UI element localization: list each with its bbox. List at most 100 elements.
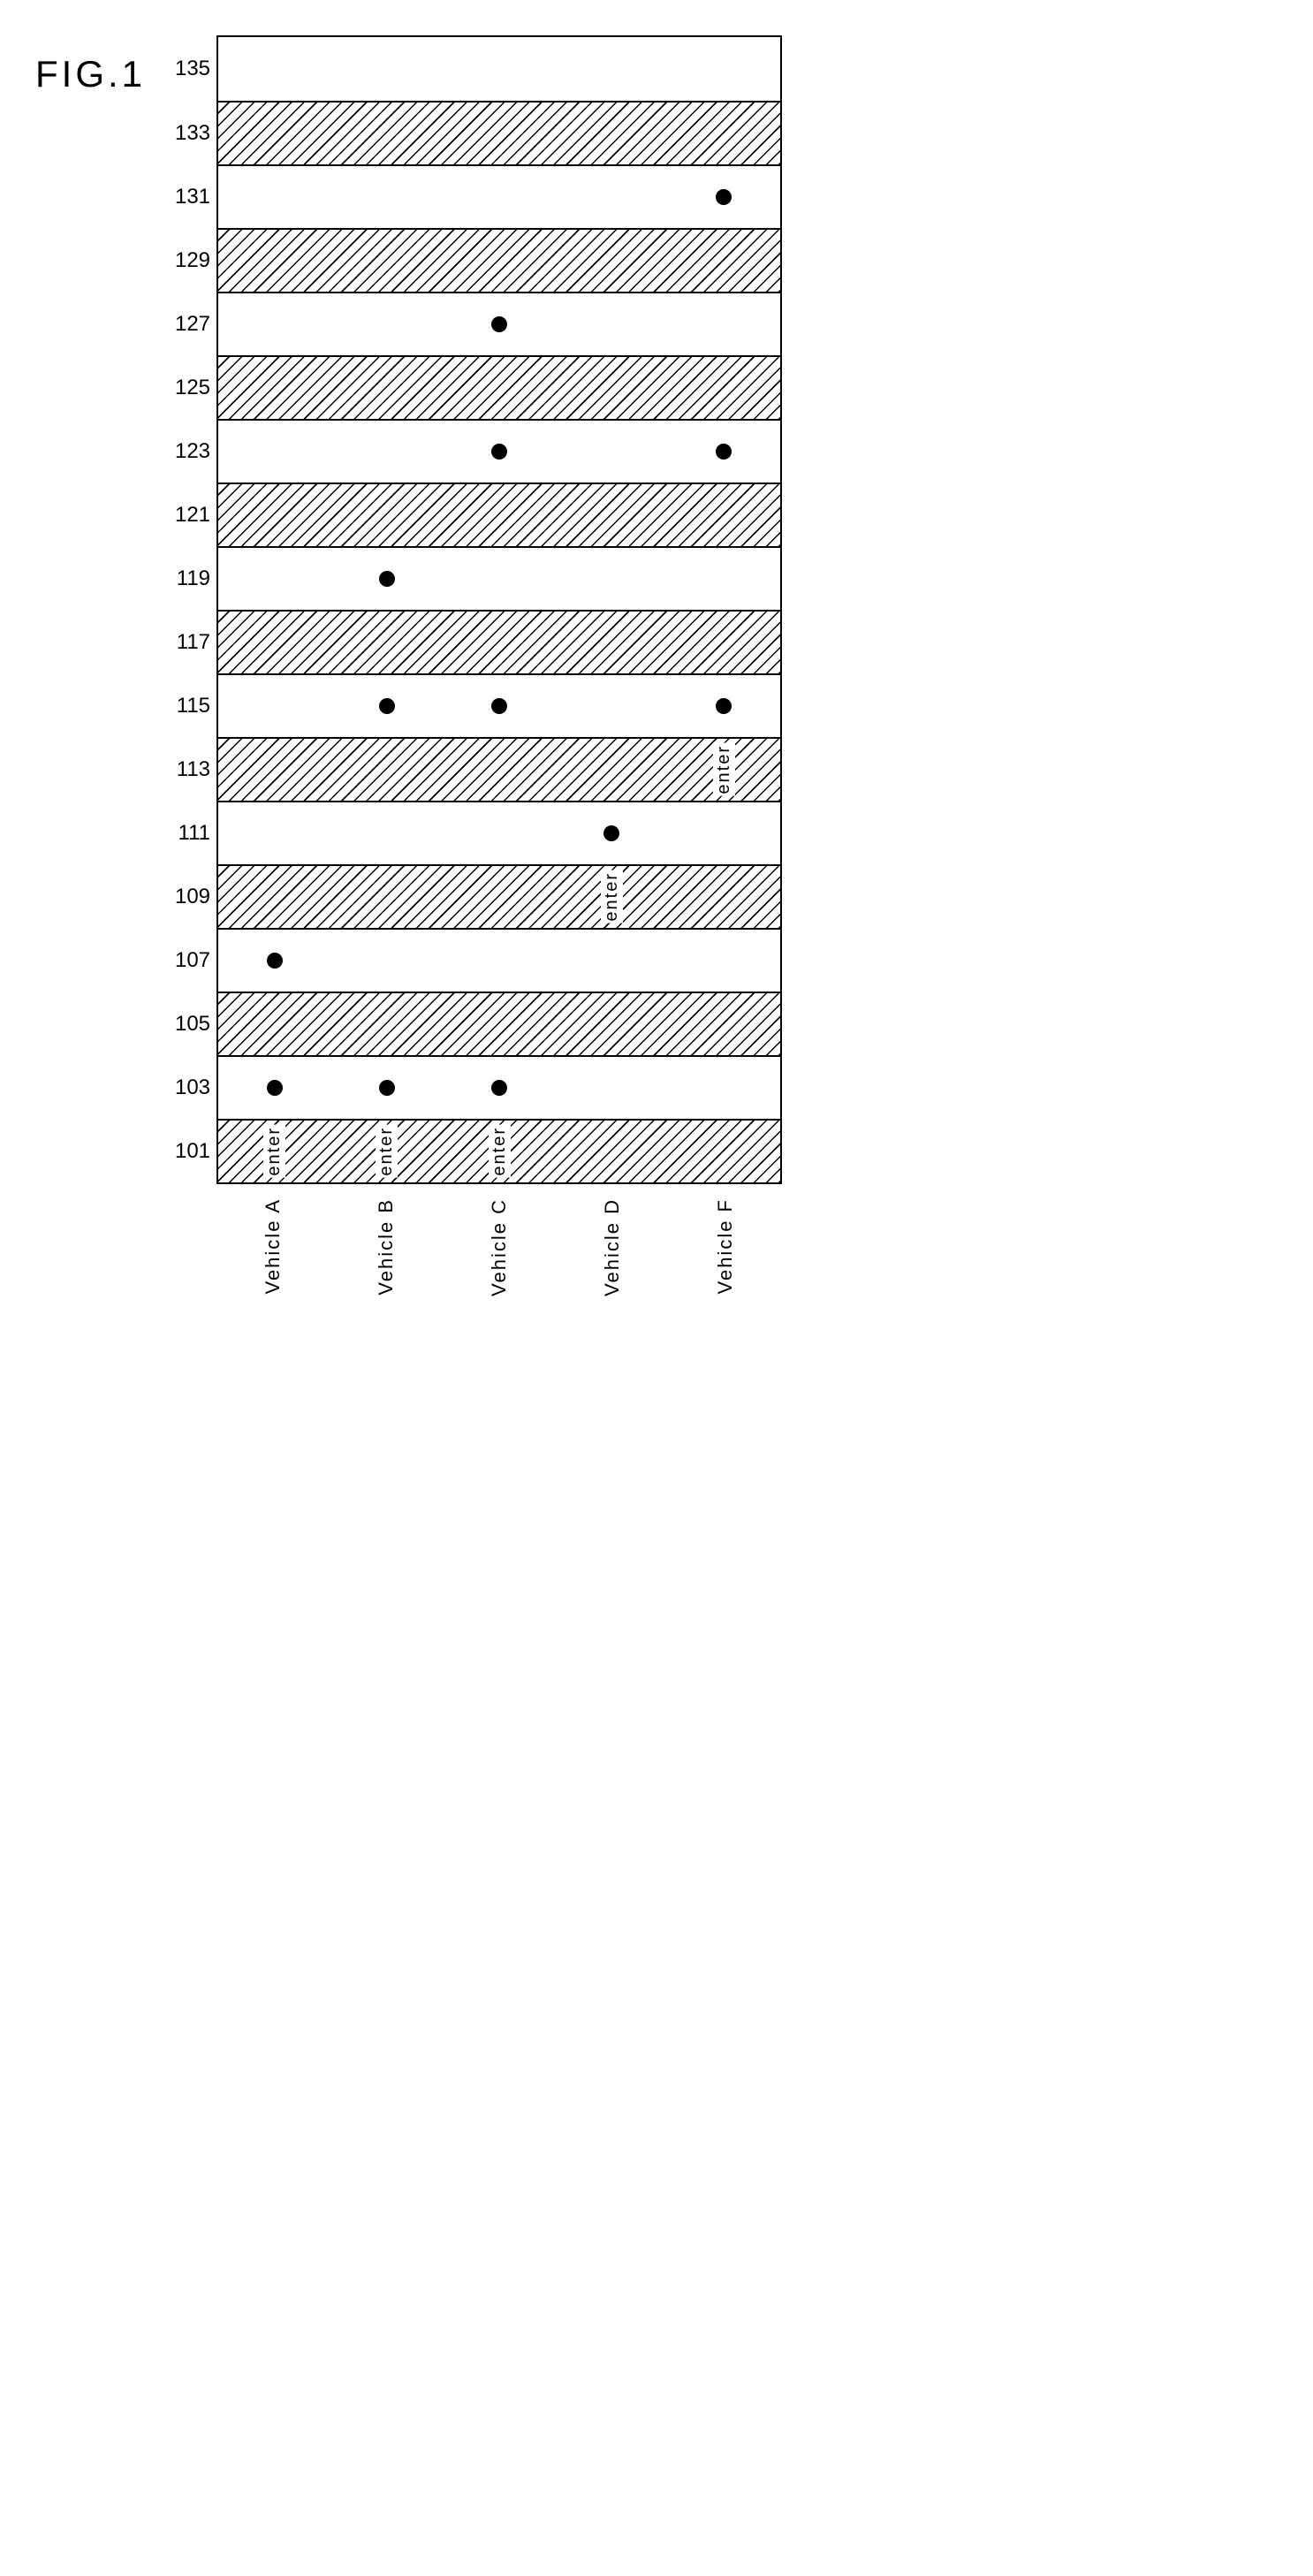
cell [556, 1057, 668, 1119]
cell [668, 293, 780, 355]
row-127: 127 [218, 292, 780, 355]
row-129: 129 [218, 228, 780, 292]
cell [218, 675, 330, 737]
cell: enter [218, 1121, 330, 1182]
chart-outer: 135133131129127125123121119117115113ente… [216, 35, 782, 1296]
cell [556, 802, 668, 864]
enter-label: enter [376, 1125, 398, 1178]
data-dot [491, 316, 507, 332]
cell [668, 612, 780, 673]
row-label: 115 [170, 694, 210, 718]
cell: enter [556, 866, 668, 928]
row-label: 113 [170, 757, 210, 782]
row-label: 121 [170, 503, 210, 528]
cell [443, 293, 555, 355]
cell [443, 802, 555, 864]
data-dot [379, 571, 395, 587]
cell [330, 1057, 443, 1119]
data-dot [716, 698, 732, 714]
cell [218, 357, 330, 419]
data-dot [267, 1080, 283, 1096]
cell [443, 739, 555, 801]
cell [218, 802, 330, 864]
vehicle-label-col: Vehicle B [330, 1193, 443, 1296]
data-dot [716, 189, 732, 205]
cell: enter [443, 1121, 555, 1182]
cell [218, 484, 330, 546]
cell [330, 103, 443, 164]
enter-label: enter [263, 1125, 285, 1178]
row-label: 111 [170, 821, 210, 846]
row-117: 117 [218, 610, 780, 673]
row-label: 125 [170, 376, 210, 400]
data-dot [491, 1080, 507, 1096]
cell [556, 612, 668, 673]
row-123: 123 [218, 419, 780, 483]
cell [668, 1121, 780, 1182]
cell [556, 103, 668, 164]
cell [218, 739, 330, 801]
row-121: 121 [218, 483, 780, 546]
cell [668, 930, 780, 992]
vehicle-label-col: Vehicle F [669, 1193, 782, 1296]
cell [330, 421, 443, 483]
vehicle-labels: Vehicle AVehicle BVehicle CVehicle DVehi… [216, 1193, 782, 1296]
cell [668, 357, 780, 419]
cell [556, 166, 668, 228]
row-103: 103 [218, 1055, 780, 1119]
cell [556, 37, 668, 101]
vehicle-label: Vehicle B [375, 1198, 398, 1296]
row-label: 103 [170, 1075, 210, 1100]
cell [443, 103, 555, 164]
cell [443, 37, 555, 101]
cell [218, 421, 330, 483]
vehicle-label: Vehicle A [262, 1198, 285, 1295]
cell [218, 230, 330, 292]
row-label: 101 [170, 1139, 210, 1164]
row-label: 117 [170, 630, 210, 655]
cell [668, 993, 780, 1055]
row-113: 113enter [218, 737, 780, 801]
row-label: 109 [170, 885, 210, 909]
cell [330, 166, 443, 228]
cell [330, 357, 443, 419]
cell [443, 166, 555, 228]
cell [668, 37, 780, 101]
vehicle-label-col: Vehicle C [443, 1193, 556, 1296]
cell [330, 230, 443, 292]
data-dot [379, 698, 395, 714]
cell [556, 993, 668, 1055]
cell [556, 230, 668, 292]
vehicle-label: Vehicle F [714, 1198, 737, 1295]
figure-container: FIG.1 1351331311291271251231211191171151… [35, 35, 1278, 1296]
cell [668, 230, 780, 292]
cell [556, 548, 668, 610]
enter-label: enter [713, 743, 735, 796]
cell [443, 421, 555, 483]
row-label: 119 [170, 566, 210, 591]
cell: enter [330, 1121, 443, 1182]
cell [556, 484, 668, 546]
cell [668, 866, 780, 928]
cell [330, 739, 443, 801]
cell [330, 293, 443, 355]
cell [668, 421, 780, 483]
row-label: 135 [170, 57, 210, 81]
row-119: 119 [218, 546, 780, 610]
row-label: 131 [170, 185, 210, 209]
cell: enter [668, 739, 780, 801]
cell [218, 548, 330, 610]
cell [556, 357, 668, 419]
cell [218, 612, 330, 673]
cell [218, 37, 330, 101]
cell [218, 1057, 330, 1119]
row-label: 107 [170, 948, 210, 973]
cell [330, 866, 443, 928]
enter-label: enter [601, 870, 623, 923]
cell [668, 103, 780, 164]
cell [668, 675, 780, 737]
cell [556, 293, 668, 355]
cell [556, 421, 668, 483]
row-135: 135 [218, 37, 780, 101]
data-dot [379, 1080, 395, 1096]
